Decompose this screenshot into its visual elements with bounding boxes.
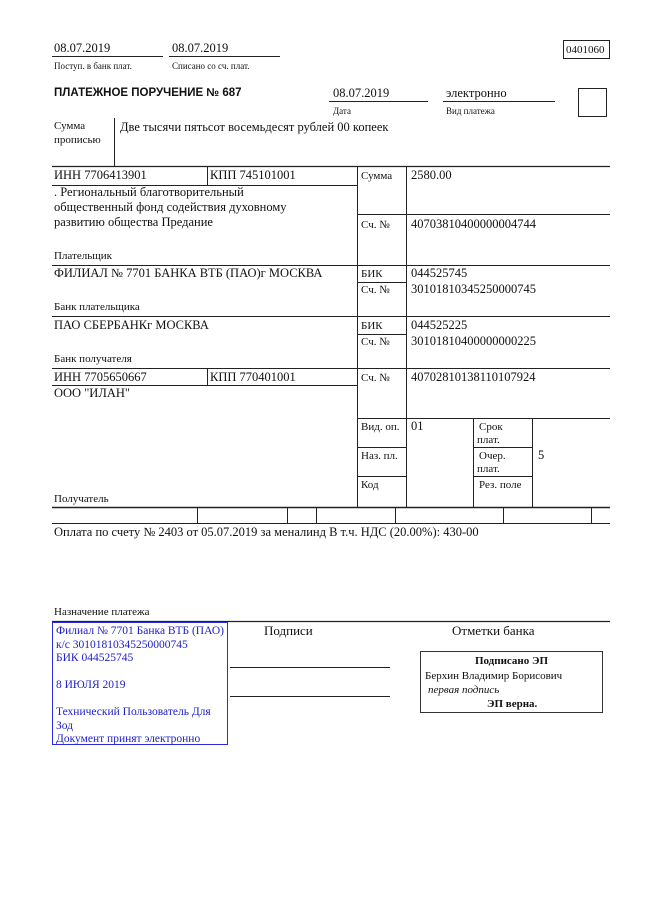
payer-name-line: развитию общества Предание bbox=[54, 215, 213, 229]
recipient-account: 40702810138110107924 bbox=[411, 370, 536, 384]
e-signature-title: Подписано ЭП bbox=[474, 655, 549, 667]
bank-stamp-line: Документ принят электронно bbox=[56, 733, 201, 745]
bank-stamp-line: к/с 30101810345250000745 bbox=[56, 638, 188, 651]
bank-stamp-date: 8 ИЮЛЯ 2019 bbox=[56, 679, 126, 691]
payment-type-label: Вид платежа bbox=[446, 106, 495, 116]
payer-inn: ИНН 7706413901 bbox=[54, 168, 147, 182]
sum-label: Сумма bbox=[361, 170, 393, 182]
recipient-kpp: КПП 770401001 bbox=[210, 370, 296, 384]
payer-kpp: КПП 745101001 bbox=[210, 168, 296, 182]
bank-stamp-spacer bbox=[56, 666, 227, 680]
due-label: Срок bbox=[479, 421, 503, 433]
payer-bank-label: Банк плательщика bbox=[54, 301, 140, 313]
bank-stamp: Филиал № 7701 Банка ВТБ (ПАО) к/с 301018… bbox=[52, 622, 228, 745]
e-signature-status: ЭП верна. bbox=[487, 698, 538, 710]
e-signature-signer: Берхин Владимир Борисович bbox=[425, 670, 563, 682]
priority-value: 5 bbox=[538, 448, 545, 462]
bank-stamp-line: Зод bbox=[56, 719, 74, 732]
bank-stamp-spacer bbox=[56, 693, 227, 707]
payment-purpose-label: Назначение платежа bbox=[54, 606, 150, 618]
recipient-bank-account: 30101810400000000225 bbox=[411, 334, 536, 348]
payer-bank-name: ФИЛИАЛ № 7701 БАНКА ВТБ (ПАО)г МОСКВА bbox=[54, 266, 323, 280]
recipient-bank-bik-label: БИК bbox=[361, 320, 383, 332]
e-signature-role: первая подпись bbox=[428, 684, 500, 696]
payer-bank-account-label: Сч. № bbox=[361, 284, 390, 296]
priority-label: плат. bbox=[477, 463, 500, 475]
recipient-bank-bik: 044525225 bbox=[411, 318, 468, 332]
recipient-bank-account-label: Сч. № bbox=[361, 336, 390, 348]
payer-name-line: . Региональный благотворительный bbox=[54, 185, 244, 199]
form-code: 0401060 bbox=[566, 44, 605, 56]
purpose-type-label: Наз. пл. bbox=[361, 450, 398, 462]
sum-value: 2580.00 bbox=[411, 168, 452, 182]
payer-bank-bik: 044525745 bbox=[411, 266, 468, 280]
recipient-name: ООО "ИЛАН" bbox=[54, 386, 130, 400]
op-type-label: Вид. оп. bbox=[361, 421, 400, 433]
payer-name-line: общественный фонд содействия духовному bbox=[54, 200, 287, 214]
amount-words-label-1: Сумма bbox=[54, 120, 86, 132]
payer-label: Плательщик bbox=[54, 250, 112, 262]
payer-account-label: Сч. № bbox=[361, 219, 390, 231]
received-date: 08.07.2019 bbox=[54, 41, 111, 55]
amount-words-label-2: прописью bbox=[54, 134, 101, 146]
priority-label: Очер. bbox=[479, 450, 506, 462]
page-title: ПЛАТЕЖНОЕ ПОРУЧЕНИЕ № 687 bbox=[54, 87, 242, 99]
bank-marks-label: Отметки банка bbox=[452, 623, 535, 638]
signatures-label: Подписи bbox=[264, 623, 313, 638]
recipient-account-label: Сч. № bbox=[361, 372, 390, 384]
payer-account: 40703810400000004744 bbox=[411, 217, 536, 231]
debited-date: 08.07.2019 bbox=[172, 41, 229, 55]
received-label: Поступ. в банк плат. bbox=[54, 61, 132, 71]
recipient-label: Получатель bbox=[54, 493, 109, 505]
recipient-bank-label: Банк получателя bbox=[54, 353, 132, 365]
payment-type: электронно bbox=[446, 86, 507, 100]
payer-bank-bik-label: БИК bbox=[361, 268, 383, 280]
code-label: Код bbox=[361, 479, 379, 491]
recipient-inn: ИНН 7705650667 bbox=[54, 370, 147, 384]
e-signature-box: Подписано ЭП Берхин Владимир Борисович п… bbox=[420, 651, 603, 713]
due-label: плат. bbox=[477, 434, 500, 446]
order-date: 08.07.2019 bbox=[333, 86, 390, 100]
payer-bank-account: 30101810345250000745 bbox=[411, 282, 536, 296]
amount-words: Две тысячи пятьсот восемьдесят рублей 00… bbox=[120, 120, 389, 134]
debited-label: Списано со сч. плат. bbox=[172, 61, 250, 71]
op-type-value: 01 bbox=[411, 419, 424, 433]
bank-stamp-line: БИК 044525745 bbox=[56, 652, 134, 664]
payment-purpose: Оплата по счету № 2403 от 05.07.2019 за … bbox=[54, 525, 479, 539]
reserve-label: Рез. поле bbox=[479, 479, 522, 491]
recipient-bank-name: ПАО СБЕРБАНКг МОСКВА bbox=[54, 318, 209, 332]
bank-stamp-line: Филиал № 7701 Банка ВТБ (ПАО) bbox=[56, 625, 224, 637]
order-date-label: Дата bbox=[333, 106, 351, 116]
bank-stamp-line: Технический Пользователь Для bbox=[56, 706, 211, 718]
